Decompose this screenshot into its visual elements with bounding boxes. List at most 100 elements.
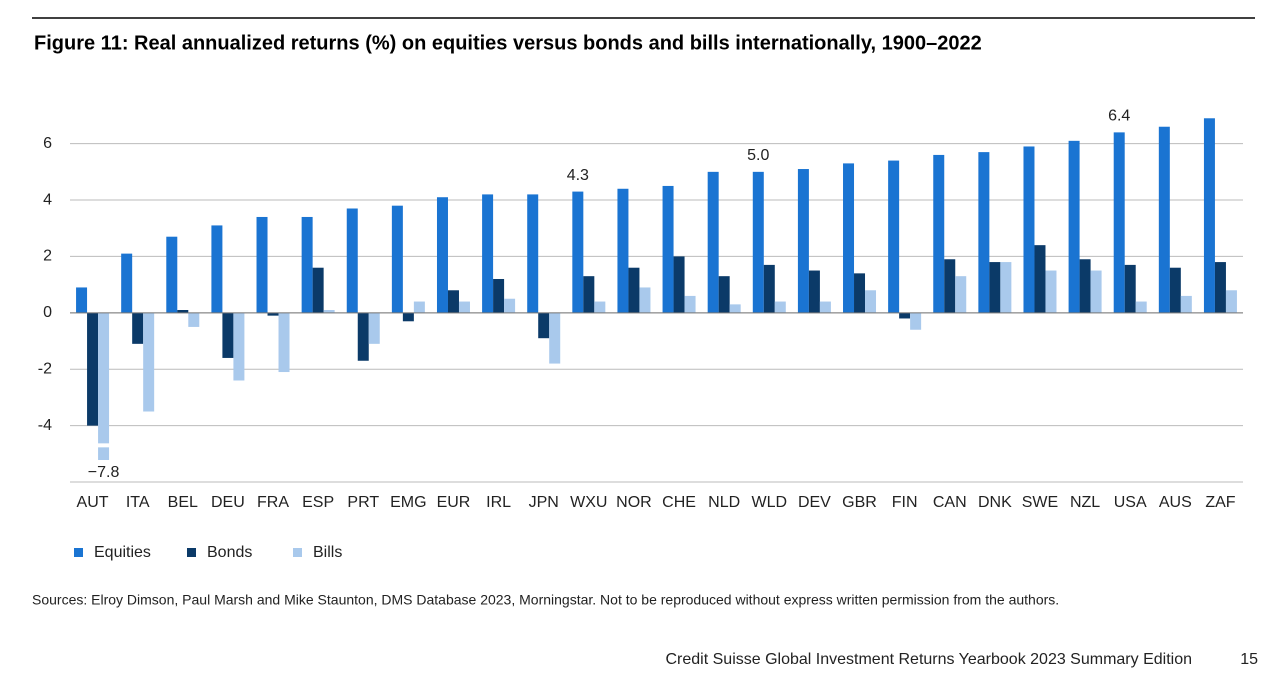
bar bbox=[662, 185, 674, 313]
bar bbox=[1124, 264, 1136, 313]
bar bbox=[188, 312, 200, 327]
x-tick-label: GBR bbox=[842, 494, 877, 511]
x-tick-label: SWE bbox=[1022, 494, 1058, 511]
y-tick-label: -4 bbox=[38, 417, 52, 434]
bar bbox=[1169, 267, 1181, 313]
bar bbox=[267, 312, 279, 316]
bar bbox=[482, 194, 494, 313]
x-tick-label: WXU bbox=[570, 494, 607, 511]
y-tick-label: 4 bbox=[43, 191, 52, 208]
bar bbox=[458, 301, 470, 313]
bar bbox=[797, 169, 809, 313]
bar bbox=[888, 160, 900, 313]
bar bbox=[527, 194, 539, 313]
x-tick-label: FIN bbox=[892, 494, 918, 511]
bar bbox=[594, 301, 606, 313]
bar bbox=[301, 216, 313, 313]
bar bbox=[87, 312, 99, 426]
bar bbox=[143, 312, 155, 412]
bar bbox=[628, 267, 640, 313]
bar bbox=[752, 171, 764, 313]
x-tick-label: AUS bbox=[1159, 494, 1192, 511]
bar bbox=[1000, 262, 1012, 313]
bar bbox=[166, 236, 178, 313]
bar bbox=[1034, 245, 1046, 313]
x-tick-label: CAN bbox=[933, 494, 967, 511]
x-tick-label: DEU bbox=[211, 494, 245, 511]
bar bbox=[323, 310, 335, 313]
x-tick-label: NZL bbox=[1070, 494, 1100, 511]
x-tick-label: DNK bbox=[978, 494, 1012, 511]
legend-label: Equities bbox=[94, 544, 151, 561]
y-tick-label: -2 bbox=[38, 360, 52, 377]
bar bbox=[1068, 140, 1080, 313]
bar bbox=[76, 287, 88, 313]
bar bbox=[1180, 295, 1192, 313]
x-tick-label: USA bbox=[1114, 494, 1147, 511]
legend-swatch bbox=[187, 548, 196, 557]
bars bbox=[76, 118, 1237, 460]
bar bbox=[933, 154, 945, 313]
y-tick-label: 2 bbox=[43, 248, 52, 265]
bar bbox=[256, 216, 268, 313]
x-tick-label: PRT bbox=[347, 494, 379, 511]
bar bbox=[819, 301, 831, 313]
bar bbox=[447, 290, 459, 313]
bar bbox=[1214, 262, 1226, 313]
bar bbox=[718, 276, 730, 313]
data-label: −7.8 bbox=[88, 464, 120, 481]
data-label: 6.4 bbox=[1108, 108, 1130, 125]
x-tick-label: ITA bbox=[126, 494, 150, 511]
bar bbox=[763, 264, 775, 313]
bar bbox=[1158, 126, 1170, 313]
y-tick-label: 0 bbox=[43, 304, 52, 321]
bar bbox=[402, 312, 414, 322]
x-tick-label: DEV bbox=[798, 494, 831, 511]
bar bbox=[673, 256, 685, 313]
page-number: 15 bbox=[1240, 651, 1258, 668]
x-tick-label: ZAF bbox=[1205, 494, 1235, 511]
footer-text: Credit Suisse Global Investment Returns … bbox=[666, 651, 1193, 668]
bar bbox=[910, 312, 922, 330]
bar bbox=[222, 312, 234, 358]
bar bbox=[1113, 132, 1125, 313]
bar bbox=[549, 312, 561, 364]
data-label: 4.3 bbox=[567, 167, 589, 184]
y-tick-label: 6 bbox=[43, 135, 52, 152]
x-tick-label: EUR bbox=[437, 494, 471, 511]
bar bbox=[357, 312, 369, 361]
x-tick-label: CHE bbox=[662, 494, 696, 511]
bar bbox=[774, 301, 786, 313]
bar bbox=[413, 301, 425, 313]
bar bbox=[121, 253, 133, 313]
bar bbox=[729, 304, 741, 313]
legend-label: Bonds bbox=[207, 544, 252, 561]
legend-label: Bills bbox=[313, 544, 342, 561]
x-tick-label: WLD bbox=[752, 494, 788, 511]
bar bbox=[707, 171, 719, 313]
bar bbox=[312, 267, 324, 313]
bar bbox=[493, 278, 505, 313]
bar bbox=[843, 163, 855, 313]
source: Sources: Elroy Dimson, Paul Marsh and Mi… bbox=[32, 592, 1059, 608]
x-tick-label: IRL bbox=[486, 494, 511, 511]
legend-swatch bbox=[293, 548, 302, 557]
bar bbox=[1203, 118, 1215, 313]
x-tick-label: BEL bbox=[168, 494, 198, 511]
x-tick-label: EMG bbox=[390, 494, 426, 511]
bar bbox=[1135, 301, 1147, 313]
bar bbox=[346, 208, 358, 313]
bar bbox=[854, 273, 866, 313]
bar bbox=[684, 295, 696, 313]
bar bbox=[989, 262, 1001, 313]
bar bbox=[132, 312, 144, 344]
x-tick-label: JPN bbox=[529, 494, 559, 511]
bar bbox=[808, 270, 820, 313]
bar bbox=[1079, 259, 1091, 313]
bar bbox=[391, 205, 403, 313]
bar bbox=[368, 312, 380, 344]
bar bbox=[639, 287, 651, 313]
bar bbox=[538, 312, 550, 339]
bar bbox=[899, 312, 911, 319]
